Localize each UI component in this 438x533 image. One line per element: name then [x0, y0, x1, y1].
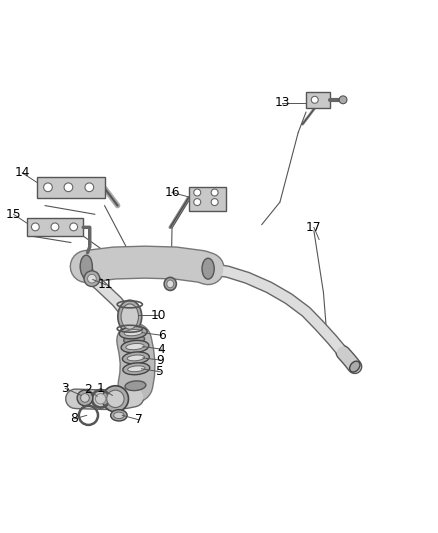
- Ellipse shape: [124, 335, 145, 344]
- Bar: [27, 218, 83, 236]
- Circle shape: [194, 199, 201, 206]
- Text: 5: 5: [156, 365, 164, 378]
- Ellipse shape: [164, 277, 177, 290]
- Circle shape: [339, 96, 347, 104]
- Text: 4: 4: [158, 343, 166, 356]
- Text: 13: 13: [274, 96, 290, 109]
- Text: 16: 16: [164, 186, 180, 199]
- Circle shape: [95, 393, 106, 404]
- Ellipse shape: [167, 280, 174, 288]
- Ellipse shape: [127, 355, 145, 361]
- Ellipse shape: [123, 363, 150, 375]
- Ellipse shape: [121, 341, 149, 353]
- Circle shape: [32, 223, 39, 231]
- Bar: [188, 187, 226, 211]
- Ellipse shape: [126, 343, 144, 350]
- Circle shape: [88, 274, 96, 283]
- Circle shape: [107, 390, 124, 408]
- Circle shape: [84, 271, 100, 287]
- Ellipse shape: [114, 412, 124, 418]
- Circle shape: [70, 223, 78, 231]
- Ellipse shape: [125, 381, 146, 391]
- Text: 7: 7: [134, 413, 142, 426]
- Ellipse shape: [127, 366, 145, 372]
- Text: 17: 17: [306, 221, 321, 234]
- Circle shape: [77, 390, 93, 406]
- Text: 3: 3: [61, 382, 69, 395]
- Circle shape: [102, 386, 128, 412]
- Ellipse shape: [124, 329, 142, 336]
- Text: 14: 14: [14, 166, 30, 180]
- Ellipse shape: [123, 352, 149, 364]
- Text: 15: 15: [6, 208, 21, 221]
- Circle shape: [44, 183, 52, 192]
- Circle shape: [211, 199, 218, 206]
- Circle shape: [51, 223, 59, 231]
- Circle shape: [211, 189, 218, 196]
- Ellipse shape: [118, 300, 142, 333]
- Text: 2: 2: [84, 383, 92, 395]
- Ellipse shape: [80, 255, 92, 278]
- Text: 1: 1: [96, 382, 104, 395]
- Ellipse shape: [350, 361, 360, 372]
- Bar: [37, 177, 105, 198]
- Circle shape: [194, 189, 201, 196]
- Bar: [306, 92, 330, 108]
- Text: 6: 6: [158, 329, 166, 342]
- Ellipse shape: [120, 327, 147, 339]
- Text: 9: 9: [156, 353, 164, 367]
- Circle shape: [64, 183, 73, 192]
- Text: 10: 10: [150, 309, 166, 322]
- Ellipse shape: [121, 304, 138, 329]
- Circle shape: [311, 96, 318, 103]
- Ellipse shape: [202, 258, 214, 279]
- Text: 11: 11: [98, 278, 113, 291]
- Circle shape: [81, 393, 89, 402]
- Ellipse shape: [111, 410, 127, 421]
- Circle shape: [85, 183, 94, 192]
- Text: 8: 8: [71, 413, 78, 425]
